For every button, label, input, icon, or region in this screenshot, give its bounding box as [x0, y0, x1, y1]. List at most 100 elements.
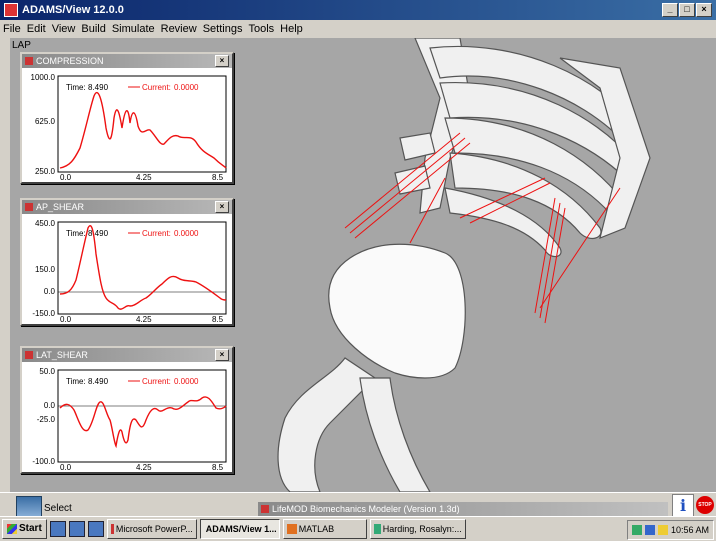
system-tray: 10:56 AM [626, 520, 714, 540]
ap-shear-time-label: Time: [66, 229, 86, 238]
lifemod-window-titlebar[interactable]: LifeMOD Biomechanics Modeler (Version 1.… [258, 502, 668, 516]
plot-icon [25, 351, 33, 359]
ap-shear-trace [59, 225, 227, 310]
start-button[interactable]: Start [2, 519, 47, 539]
compression-plot-window[interactable]: COMPRESSION × 1000.0 625.0 250.0 0.0 4.2… [20, 52, 234, 184]
lat-shear-current-label: Current: [142, 377, 171, 386]
ap-shear-ytick-450: 450.0 [35, 219, 56, 228]
matlab-icon [286, 524, 297, 534]
viewport-label: LAP [12, 40, 31, 51]
taskbar-clock[interactable]: 10:56 AM [670, 525, 709, 535]
ap-shear-ytick-neg150: -150.0 [32, 309, 55, 318]
ap-shear-current-label: Current: [142, 229, 171, 238]
compression-time-value: 8.490 [88, 83, 109, 92]
ap-shear-time-value: 8.490 [88, 229, 109, 238]
window-controls: _ □ × [662, 3, 712, 17]
menu-build[interactable]: Build [81, 23, 106, 35]
lat-shear-current-value: 0.0000 [174, 377, 199, 386]
ap-shear-xtick-0: 0.0 [60, 315, 72, 324]
compression-current-value: 0.0000 [174, 83, 199, 92]
menu-edit[interactable]: Edit [26, 23, 46, 35]
ap-shear-xtick-85: 8.5 [212, 315, 224, 324]
lat-shear-chart: 50.0 0.0 -25.0 -100.0 0.0 4.25 8.5 Time:… [32, 367, 227, 472]
quicklaunch-icon[interactable] [87, 521, 104, 537]
taskbar-item-label: ADAMS/View 1... [205, 524, 277, 534]
lat-shear-close-button[interactable]: × [215, 349, 229, 361]
powerpoint-icon [110, 524, 114, 534]
compression-xtick-0: 0.0 [60, 173, 72, 182]
menu-bar: File Edit View Build Simulate Review Set… [0, 20, 716, 38]
compression-xtick-425: 4.25 [136, 173, 152, 182]
menu-simulate[interactable]: Simulate [111, 23, 155, 35]
menu-tools[interactable]: Tools [248, 23, 275, 35]
lat-shear-plot-title: LAT_SHEAR [36, 350, 88, 360]
lat-shear-trace [59, 396, 227, 449]
lat-shear-plot-titlebar[interactable]: LAT_SHEAR × [22, 348, 232, 362]
quicklaunch-icon[interactable] [49, 521, 66, 537]
window-titlebar[interactable]: ADAMS/View 12.0.0 _ □ × [0, 0, 716, 20]
maximize-button[interactable]: □ [679, 3, 695, 17]
lat-shear-ytick-neg100: -100.0 [32, 457, 55, 466]
start-label: Start [19, 523, 42, 534]
menu-file[interactable]: File [3, 23, 21, 35]
compression-close-button[interactable]: × [215, 55, 229, 67]
adams-app-icon[interactable] [4, 3, 18, 17]
lifemod-title: LifeMOD Biomechanics Modeler (Version 1.… [272, 504, 460, 514]
select-label: Select [44, 503, 72, 514]
compression-current-label: Current: [142, 83, 171, 92]
taskbar-item-email[interactable]: Harding, Rosalyn:... [369, 519, 466, 539]
compression-ytick-250: 250.0 [35, 167, 56, 176]
taskbar-item-adams[interactable]: ADAMS/View 1... [199, 519, 280, 539]
lat-shear-time-label: Time: [66, 377, 86, 386]
minimize-button[interactable]: _ [662, 3, 678, 17]
skeleton-model-render[interactable] [0, 38, 716, 492]
stop-button[interactable]: STOP [696, 496, 714, 514]
lifemod-icon [261, 505, 269, 513]
windows-taskbar: Start Microsoft PowerP... ADAMS/View 1..… [0, 516, 716, 541]
lat-shear-xtick-85: 8.5 [212, 463, 224, 472]
compression-plot-titlebar[interactable]: COMPRESSION × [22, 54, 232, 68]
ap-shear-ytick-0: 0.0 [44, 287, 56, 296]
plot-icon [25, 57, 33, 65]
compression-ytick-1000: 1000.0 [31, 73, 56, 82]
ap-shear-plot-window[interactable]: AP_SHEAR × 450.0 150.0 0.0 -150.0 0.0 4.… [20, 198, 234, 326]
tray-icon[interactable] [644, 525, 655, 535]
compression-ytick-625: 625.0 [35, 117, 56, 126]
ap-shear-chart: 450.0 150.0 0.0 -150.0 0.0 4.25 8.5 Time… [32, 219, 227, 324]
taskbar-item-label: Microsoft PowerP... [115, 524, 193, 534]
compression-trace [59, 91, 227, 169]
ap-shear-xtick-425: 4.25 [136, 315, 152, 324]
left-toolbar-edge [0, 38, 10, 492]
select-tool-icon[interactable] [16, 496, 42, 518]
menu-settings[interactable]: Settings [202, 23, 243, 35]
tray-icon[interactable] [631, 525, 642, 535]
menu-review[interactable]: Review [160, 23, 197, 35]
lat-shear-xtick-425: 4.25 [136, 463, 152, 472]
lat-shear-ytick-0: 0.0 [44, 401, 56, 410]
ap-shear-current-value: 0.0000 [174, 229, 199, 238]
lat-shear-xtick-0: 0.0 [60, 463, 72, 472]
taskbar-item-matlab[interactable]: MATLAB [282, 519, 367, 539]
lat-shear-plot-area [57, 369, 227, 463]
taskbar-item-powerpoint[interactable]: Microsoft PowerP... [106, 519, 197, 539]
windows-flag-icon [7, 524, 17, 534]
ap-shear-plot-titlebar[interactable]: AP_SHEAR × [22, 200, 232, 214]
compression-time-label: Time: [66, 83, 86, 92]
compression-chart: 1000.0 625.0 250.0 0.0 4.25 8.5 Time: 8.… [31, 73, 227, 182]
ap-shear-ytick-150: 150.0 [35, 265, 56, 274]
quicklaunch-icon[interactable] [68, 521, 85, 537]
compression-xtick-85: 8.5 [212, 173, 224, 182]
menu-view[interactable]: View [51, 23, 76, 35]
lat-shear-plot-window[interactable]: LAT_SHEAR × 50.0 0.0 -25.0 -100.0 0.0 4.… [20, 346, 234, 474]
lat-shear-time-value: 8.490 [88, 377, 109, 386]
compression-plot-title: COMPRESSION [36, 56, 104, 66]
email-icon [373, 524, 381, 534]
tray-icon[interactable] [657, 525, 668, 535]
close-button[interactable]: × [696, 3, 712, 17]
taskbar-item-label: Harding, Rosalyn:... [382, 524, 462, 534]
menu-help[interactable]: Help [280, 23, 303, 35]
ap-shear-close-button[interactable]: × [215, 201, 229, 213]
info-button[interactable]: i [672, 494, 694, 518]
lat-shear-ytick-50: 50.0 [39, 367, 55, 376]
lat-shear-ytick-neg25: -25.0 [37, 415, 56, 424]
